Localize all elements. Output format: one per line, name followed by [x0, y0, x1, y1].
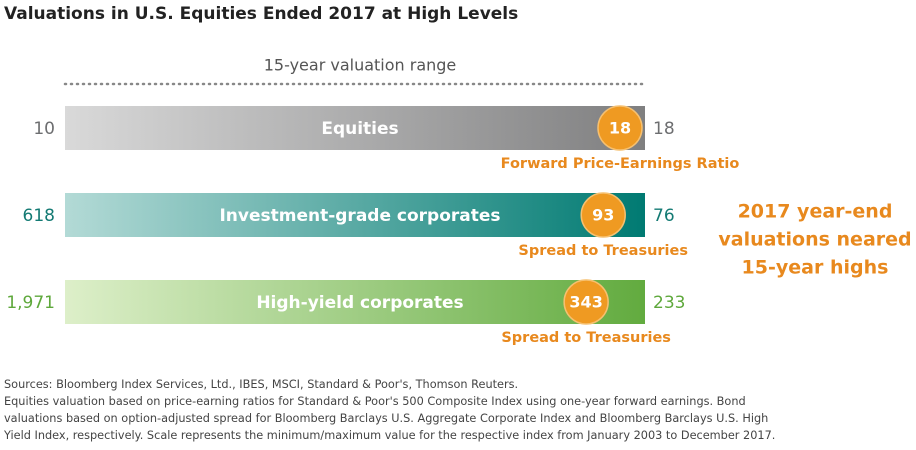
- measure-label: Spread to Treasuries: [501, 330, 671, 346]
- annotation: 15-year highs: [742, 257, 889, 279]
- measure-label: Forward Price-Earnings Ratio: [501, 156, 740, 172]
- note: Yield Index, respectively. Scale represe…: [3, 429, 775, 442]
- subtitle: 15-year valuation range: [264, 56, 457, 75]
- current-label: 93: [592, 206, 614, 225]
- range-bar: [65, 106, 645, 150]
- current-marker: [563, 279, 609, 325]
- note: valuations based on option-adjusted spre…: [4, 412, 768, 425]
- high-label: 233: [653, 293, 685, 313]
- note: Equities valuation based on price-earnin…: [4, 395, 746, 408]
- current-marker: [597, 105, 643, 151]
- low-label: 1,971: [6, 293, 55, 313]
- bar-label: High-yield corporates: [256, 293, 463, 313]
- high-label: 76: [653, 206, 675, 226]
- high-label: 18: [653, 119, 675, 139]
- measure-label: Spread to Treasuries: [518, 243, 688, 259]
- chart-title: Valuations in U.S. Equities Ended 2017 a…: [4, 4, 518, 24]
- current-label: 18: [609, 119, 631, 138]
- bar-label: Investment-grade corporates: [219, 206, 500, 226]
- bar-label: Equities: [321, 119, 398, 139]
- current-marker: [580, 192, 626, 238]
- annotation: valuations neared: [718, 229, 911, 251]
- low-label: 618: [23, 206, 55, 226]
- low-label: 10: [33, 119, 55, 139]
- current-label: 343: [569, 293, 602, 312]
- range-bar: [65, 193, 645, 237]
- range-bar: [65, 280, 645, 324]
- note: Sources: Bloomberg Index Services, Ltd.,…: [4, 378, 518, 391]
- annotation: 2017 year-end: [738, 201, 893, 223]
